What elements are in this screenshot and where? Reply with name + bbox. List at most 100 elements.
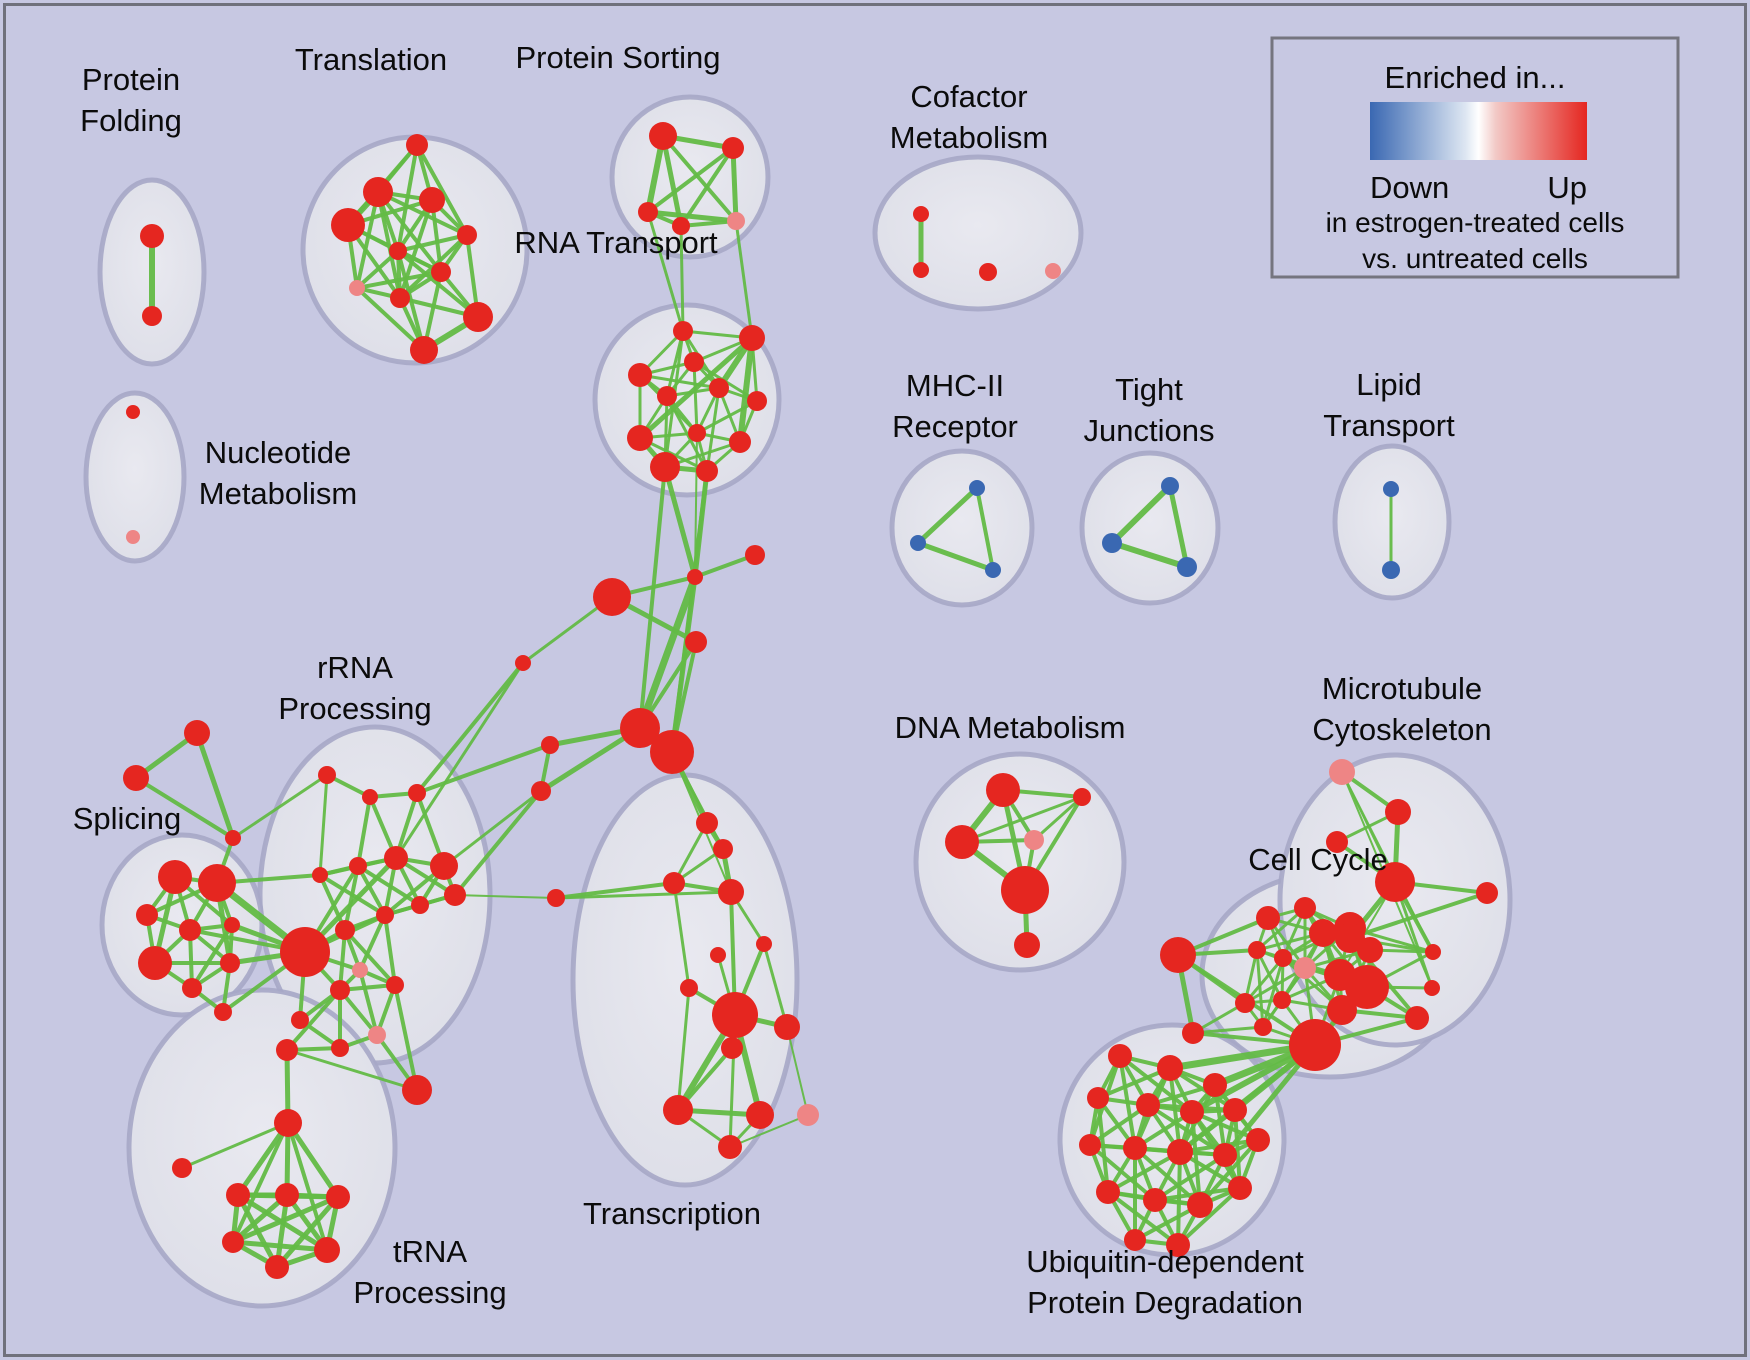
node-mh3	[985, 562, 1001, 578]
node-t14	[718, 1135, 742, 1159]
node-tr5	[457, 225, 477, 245]
cluster-cofactor-metabolism-ellipse	[872, 154, 1084, 312]
node-cc2	[687, 569, 703, 585]
cluster-labels: Protein Folding Translation Protein Sorting…	[73, 40, 1492, 1320]
node-cy12	[1235, 993, 1255, 1013]
node-ub5	[1136, 1093, 1160, 1117]
node-cy9	[1294, 957, 1316, 979]
cluster-cofactor-metabolism-label-line1: Cofactor	[910, 79, 1027, 114]
node-cc8	[531, 781, 551, 801]
node-mt3	[1326, 831, 1348, 853]
node-cy15	[1254, 1018, 1272, 1036]
node-sp3	[136, 904, 158, 926]
node-rr11	[376, 906, 394, 924]
node-ps1	[649, 122, 677, 150]
edge	[355, 286, 426, 352]
node-cc9	[515, 655, 531, 671]
node-rr17	[331, 1039, 349, 1057]
edge	[453, 789, 543, 897]
legend-subtitle-line2: vs. untreated cells	[1362, 243, 1588, 274]
node-tr10	[463, 302, 493, 332]
node-sp5	[224, 917, 240, 933]
edge	[415, 743, 552, 795]
edge	[1243, 966, 1307, 1005]
edge	[695, 399, 759, 435]
edge	[1106, 1150, 1182, 1194]
node-t12	[746, 1101, 774, 1129]
edge	[1118, 1054, 1194, 1114]
network-nodes	[123, 122, 1498, 1279]
node-dm5	[1001, 866, 1049, 914]
node-cy13	[1273, 991, 1291, 1009]
edge	[1261, 956, 1285, 1029]
node-tr4	[331, 208, 365, 242]
edge	[356, 795, 372, 868]
node-ub10	[1123, 1136, 1147, 1160]
cluster-lipid-transport-label-line1: Lipid	[1356, 367, 1422, 402]
cluster-transcription-label-line1: Transcription	[583, 1196, 761, 1231]
legend-down-label: Down	[1370, 170, 1449, 205]
node-rr9	[280, 927, 330, 977]
node-cy7	[1248, 941, 1266, 959]
node-rr15	[352, 962, 368, 978]
cluster-lipid-transport-label-line2: Transport	[1323, 408, 1455, 443]
node-cf4	[1045, 263, 1061, 279]
edge	[1153, 1153, 1227, 1202]
node-sp7	[182, 978, 202, 998]
edge	[355, 190, 380, 290]
node-tr2	[363, 177, 393, 207]
node-ps5	[727, 212, 745, 230]
node-cc7	[541, 736, 559, 754]
node-tn1	[276, 1039, 298, 1061]
edge	[442, 789, 543, 868]
node-mt1	[1329, 759, 1355, 785]
edge	[786, 1026, 809, 1116]
node-t1	[696, 812, 718, 834]
node-pf2	[142, 306, 162, 326]
edge	[1255, 948, 1265, 1029]
edge	[1032, 795, 1084, 842]
node-rt1	[673, 321, 693, 341]
cluster-nucleotide-metabolism-label-line2: Metabolism	[199, 476, 358, 511]
node-rt8	[627, 425, 653, 451]
cluster-rrna-processing-label-line1: rRNA	[317, 650, 393, 685]
edge	[554, 890, 733, 900]
node-lt1	[1383, 481, 1399, 497]
edge	[662, 464, 698, 580]
node-rr6	[384, 846, 408, 870]
node-rr1	[318, 766, 336, 784]
node-sp8	[220, 953, 240, 973]
edge	[194, 730, 236, 841]
cluster-tight-junctions-label-line1: Tight	[1115, 372, 1183, 407]
node-cy14	[1327, 995, 1357, 1025]
node-nm1	[126, 405, 140, 419]
node-rr10	[335, 920, 355, 940]
node-tn6	[326, 1185, 350, 1209]
edge	[672, 881, 691, 990]
edge	[180, 1121, 290, 1170]
node-tg1	[184, 720, 210, 746]
edge	[356, 864, 387, 917]
node-dm3	[945, 825, 979, 859]
node-tn9	[265, 1255, 289, 1279]
node-rt2	[739, 325, 765, 351]
edge	[762, 942, 789, 1029]
edge	[646, 146, 735, 214]
cluster-tight-junctions-label-line2: Junctions	[1084, 413, 1215, 448]
edge	[975, 486, 995, 572]
node-rt10	[729, 431, 751, 453]
node-mt2	[1385, 799, 1411, 825]
cluster-protein-sorting-label-line1: Protein Sorting	[515, 40, 720, 75]
node-tj2	[1102, 533, 1122, 553]
node-sp6	[138, 946, 172, 980]
edge	[415, 661, 525, 795]
node-rt11	[650, 452, 680, 482]
node-rr3	[408, 784, 426, 802]
node-cy4	[1309, 919, 1337, 947]
node-ub2	[1157, 1055, 1183, 1081]
edge	[636, 573, 699, 732]
node-ps4	[672, 217, 690, 235]
node-rt9	[688, 424, 706, 442]
legend-title: Enriched in...	[1385, 60, 1566, 95]
node-tr11	[410, 336, 438, 364]
